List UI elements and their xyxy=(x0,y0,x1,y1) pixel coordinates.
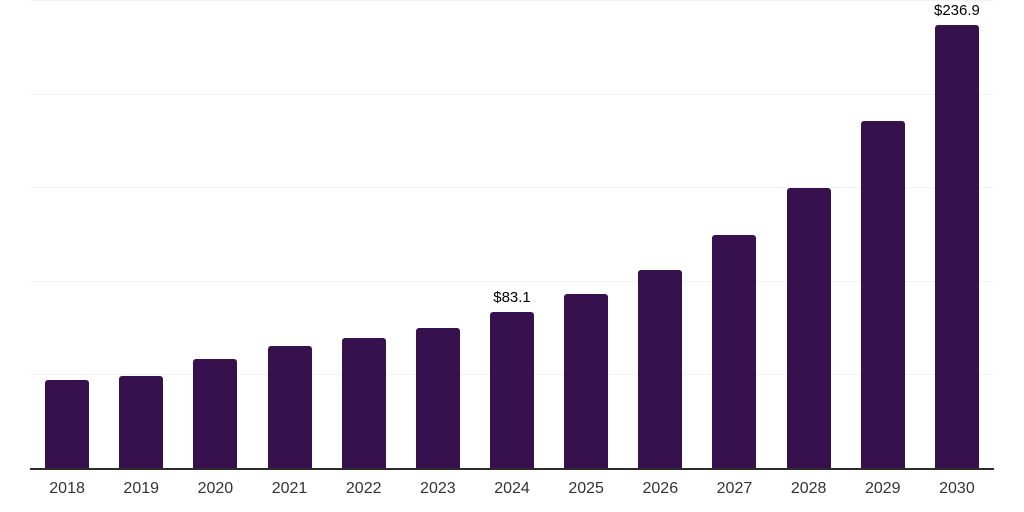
bar-2029 xyxy=(860,121,905,468)
plot-area: $83.1 $236.9 xyxy=(30,0,994,470)
gridline-150 xyxy=(30,187,994,189)
bar-2022 xyxy=(341,337,386,468)
bar-2023 xyxy=(415,327,460,468)
x-axis-label-2022: 2022 xyxy=(345,480,382,497)
value-label-2030: $236.9 xyxy=(933,1,980,19)
bar-2018 xyxy=(45,379,90,468)
x-axis-label-2020: 2020 xyxy=(197,480,234,497)
x-axis: 2018 2019 2020 2021 2022 2023 2024 2025 2026 2027… xyxy=(30,480,994,504)
bar-2026 xyxy=(638,269,683,468)
x-axis-label-2029: 2029 xyxy=(864,480,901,497)
bar-2024 xyxy=(490,312,534,468)
bar-2019 xyxy=(119,375,164,468)
bar-2028 xyxy=(786,187,831,468)
x-axis-label-2024: 2024 xyxy=(494,480,530,497)
bar-2020 xyxy=(193,359,238,468)
x-axis-label-2021: 2021 xyxy=(271,480,308,497)
x-axis-label-2018: 2018 xyxy=(49,480,85,497)
bar-2025 xyxy=(564,294,609,468)
x-axis-label-2028: 2028 xyxy=(790,480,827,497)
x-axis-label-2023: 2023 xyxy=(420,480,456,497)
x-axis-label-2025: 2025 xyxy=(568,480,604,497)
bar-2030 xyxy=(934,24,979,468)
gridline-100 xyxy=(30,280,994,282)
bar-2027 xyxy=(712,235,757,468)
value-label-2024: $83.1 xyxy=(493,289,531,307)
bar-2021 xyxy=(267,345,312,468)
x-axis-label-2027: 2027 xyxy=(716,480,753,497)
x-axis-label-2030: 2030 xyxy=(939,480,975,497)
x-axis-label-2019: 2019 xyxy=(123,480,160,497)
gridline-200 xyxy=(30,93,994,95)
gridline-250 xyxy=(30,0,994,1)
x-axis-label-2026: 2026 xyxy=(642,480,679,497)
